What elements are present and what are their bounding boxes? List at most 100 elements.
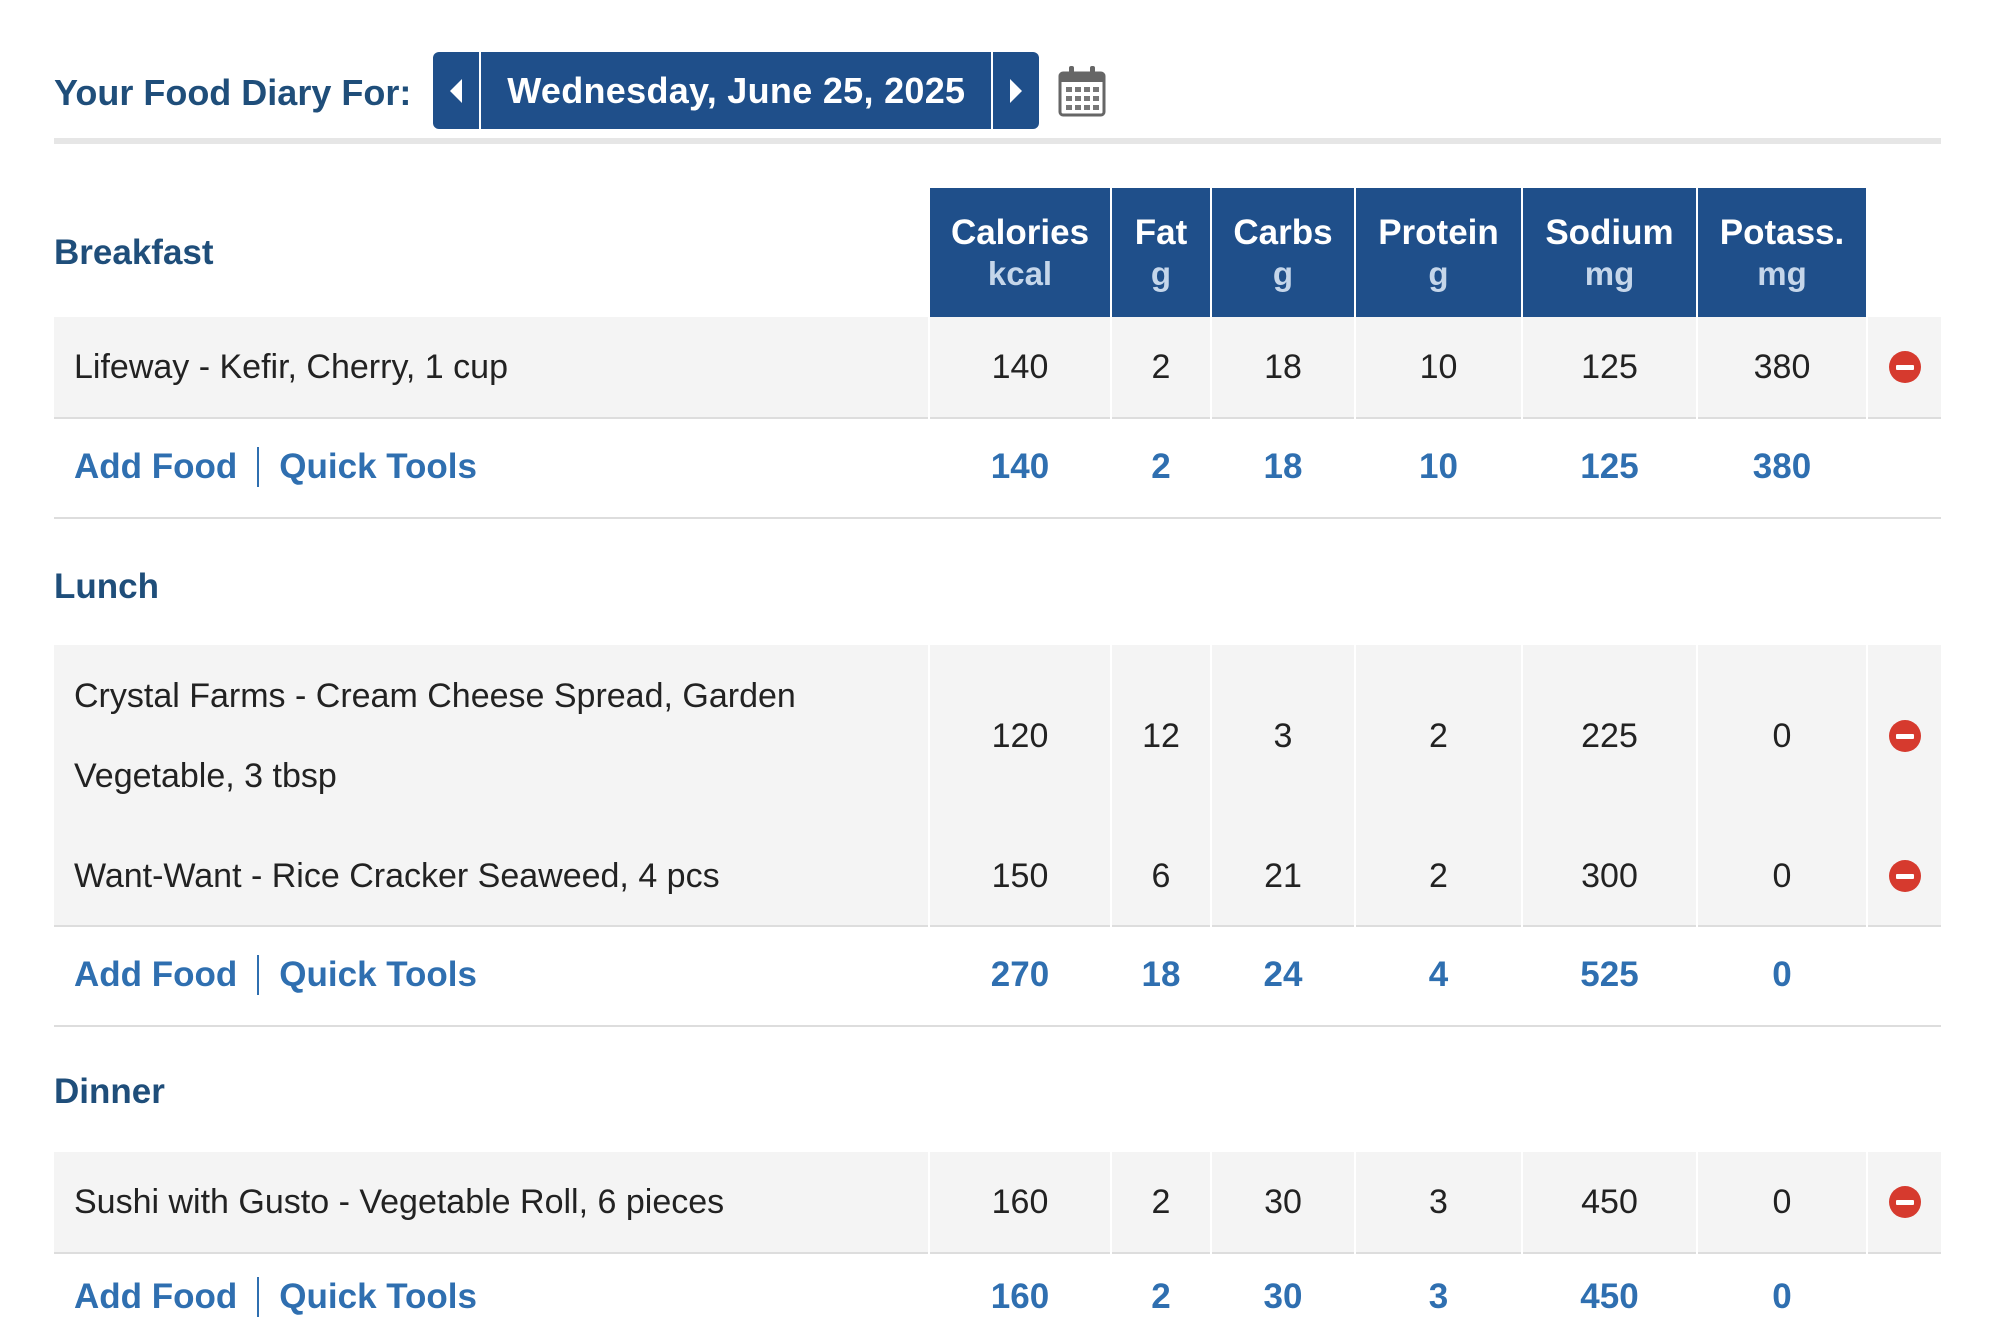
food-potassium: 0: [1696, 1152, 1866, 1252]
column-header-carbs: Carbs g: [1210, 188, 1354, 317]
triangle-right-icon: [1010, 78, 1023, 103]
total-calories: 270: [928, 925, 1110, 1025]
total-protein: 10: [1354, 417, 1521, 517]
diary-header: Your Food Diary For: Wednesday, June 25,…: [54, 52, 1107, 129]
column-header-potassium: Potass. mg: [1696, 188, 1866, 317]
food-protein: 3: [1354, 1152, 1521, 1252]
quick-tools-link[interactable]: Quick Tools: [279, 955, 477, 994]
food-protein: 2: [1354, 645, 1521, 827]
food-potassium: 0: [1696, 827, 1866, 925]
delete-cell: [1866, 1152, 1941, 1252]
link-divider: [257, 447, 260, 487]
delete-icon[interactable]: [1888, 351, 1921, 383]
food-calories: 140: [928, 317, 1110, 417]
empty-cell: [1866, 925, 1941, 1025]
total-calories: 140: [928, 417, 1110, 517]
total-calories: 160: [928, 1252, 1110, 1342]
column-unit: mg: [1757, 254, 1807, 292]
total-fat: 18: [1110, 925, 1210, 1025]
food-name-cell: Sushi with Gusto - Vegetable Roll, 6 pie…: [54, 1152, 928, 1252]
next-day-button[interactable]: [991, 52, 1039, 129]
food-fat: 2: [1110, 317, 1210, 417]
column-title: Carbs: [1233, 212, 1333, 252]
header-divider: [54, 138, 1941, 144]
delete-icon[interactable]: [1888, 1186, 1921, 1218]
column-title: Sodium: [1545, 212, 1674, 252]
total-protein: 3: [1354, 1252, 1521, 1342]
meal-totals-row: Add Food Quick Tools 140 2 18 10 125 380: [54, 417, 1941, 519]
meal-actions: Add Food Quick Tools: [54, 1252, 928, 1342]
food-name[interactable]: Crystal Farms - Cream Cheese Spread, Gar…: [74, 677, 796, 795]
food-row[interactable]: Sushi with Gusto - Vegetable Roll, 6 pie…: [54, 1152, 1941, 1254]
previous-day-button[interactable]: [433, 52, 482, 129]
food-row[interactable]: Lifeway - Kefir, Cherry, 1 cup 140 2 18 …: [54, 317, 1941, 419]
food-calories: 150: [928, 827, 1110, 925]
date-navigator: Wednesday, June 25, 2025: [433, 52, 1040, 129]
food-sodium: 125: [1521, 317, 1696, 417]
food-protein: 10: [1354, 317, 1521, 417]
column-header-protein: Protein g: [1354, 188, 1521, 317]
column-title: Potass.: [1719, 212, 1845, 252]
add-food-link[interactable]: Add Food: [74, 955, 238, 994]
food-row[interactable]: Crystal Farms - Cream Cheese Spread, Gar…: [54, 645, 1941, 829]
delete-icon[interactable]: [1888, 860, 1921, 892]
food-potassium: 380: [1696, 317, 1866, 417]
column-unit: g: [1272, 254, 1294, 292]
food-calories: 160: [928, 1152, 1110, 1252]
total-sodium: 450: [1521, 1252, 1696, 1342]
food-carbs: 18: [1210, 317, 1354, 417]
food-protein: 2: [1354, 827, 1521, 925]
food-name[interactable]: Sushi with Gusto - Vegetable Roll, 6 pie…: [74, 1183, 725, 1221]
total-carbs: 30: [1210, 1252, 1354, 1342]
meal-totals-row: Add Food Quick Tools 160 2 30 3 450 0: [54, 1252, 1941, 1342]
column-title: Calories: [950, 212, 1090, 252]
food-calories: 120: [928, 645, 1110, 827]
add-food-link[interactable]: Add Food: [74, 447, 238, 486]
total-sodium: 525: [1521, 925, 1696, 1025]
meal-title: Lunch: [54, 567, 159, 606]
total-fat: 2: [1110, 1252, 1210, 1342]
food-name[interactable]: Lifeway - Kefir, Cherry, 1 cup: [74, 348, 508, 386]
meal-header-breakfast: Breakfast: [54, 188, 928, 317]
food-name-cell: Crystal Farms - Cream Cheese Spread, Gar…: [54, 645, 928, 827]
current-date: Wednesday, June 25, 2025: [507, 69, 966, 111]
calendar-icon: [1058, 65, 1106, 116]
food-carbs: 21: [1210, 827, 1354, 925]
meal-header-lunch: Lunch: [54, 567, 159, 607]
total-fat: 2: [1110, 417, 1210, 517]
meal-title: Breakfast: [54, 232, 214, 272]
total-potassium: 380: [1696, 417, 1866, 517]
add-food-link[interactable]: Add Food: [74, 1277, 238, 1316]
food-sodium: 225: [1521, 645, 1696, 827]
food-row[interactable]: Want-Want - Rice Cracker Seaweed, 4 pcs …: [54, 827, 1941, 927]
meal-actions: Add Food Quick Tools: [54, 417, 928, 517]
quick-tools-link[interactable]: Quick Tools: [279, 447, 477, 486]
triangle-left-icon: [450, 78, 463, 103]
total-carbs: 18: [1210, 417, 1354, 517]
column-header-sodium: Sodium mg: [1521, 188, 1696, 317]
food-carbs: 3: [1210, 645, 1354, 827]
total-carbs: 24: [1210, 925, 1354, 1025]
column-unit: g: [1150, 254, 1172, 292]
empty-cell: [1866, 417, 1941, 517]
total-potassium: 0: [1696, 1252, 1866, 1342]
calendar-button[interactable]: [1057, 64, 1107, 118]
diary-header-label: Your Food Diary For:: [54, 71, 412, 113]
quick-tools-link[interactable]: Quick Tools: [279, 1277, 477, 1316]
column-header-row: Breakfast Calories kcal Fat g Carbs g Pr…: [54, 188, 1941, 317]
link-divider: [257, 1277, 260, 1317]
column-unit: kcal: [987, 254, 1053, 292]
food-name[interactable]: Want-Want - Rice Cracker Seaweed, 4 pcs: [74, 857, 720, 895]
food-sodium: 450: [1521, 1152, 1696, 1252]
food-name-cell: Lifeway - Kefir, Cherry, 1 cup: [54, 317, 928, 417]
empty-cell: [1866, 1252, 1941, 1342]
delete-icon[interactable]: [1888, 720, 1921, 752]
total-potassium: 0: [1696, 925, 1866, 1025]
delete-cell: [1866, 317, 1941, 417]
column-unit: mg: [1584, 254, 1635, 292]
food-fat: 12: [1110, 645, 1210, 827]
total-protein: 4: [1354, 925, 1521, 1025]
meal-title: Dinner: [54, 1072, 165, 1111]
food-potassium: 0: [1696, 645, 1866, 827]
